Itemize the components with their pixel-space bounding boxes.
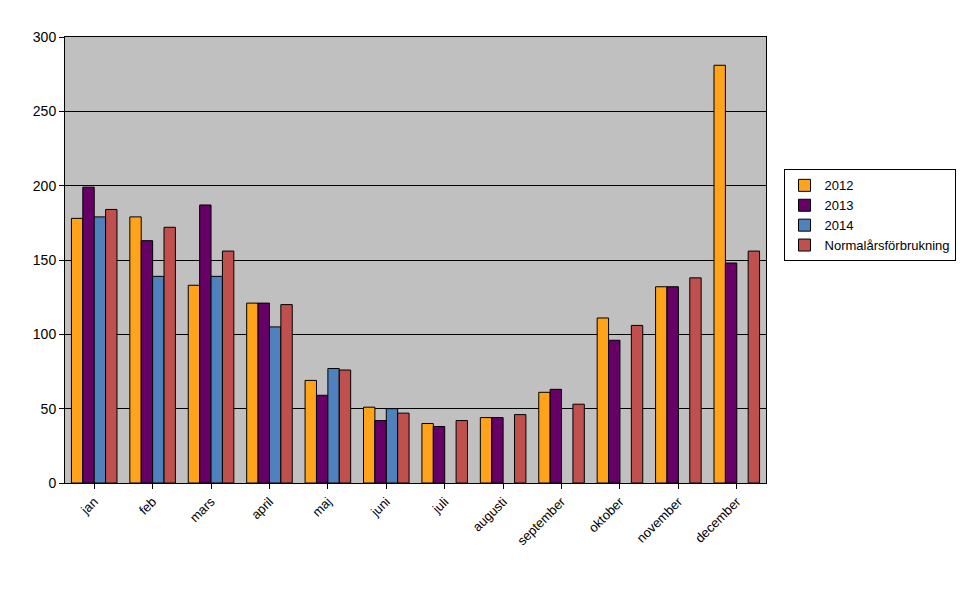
svg-text:250: 250 xyxy=(33,103,57,119)
svg-text:jan: jan xyxy=(77,494,101,518)
svg-text:november: november xyxy=(634,494,686,546)
svg-text:Normalårsförbrukning: Normalårsförbrukning xyxy=(825,238,950,253)
svg-text:april: april xyxy=(248,494,276,522)
svg-text:mars: mars xyxy=(187,494,218,525)
svg-text:200: 200 xyxy=(33,178,57,194)
svg-text:100: 100 xyxy=(33,326,57,342)
svg-text:300: 300 xyxy=(33,29,57,45)
svg-text:2014: 2014 xyxy=(825,218,854,233)
svg-text:feb: feb xyxy=(136,494,159,517)
svg-text:2013: 2013 xyxy=(825,198,854,213)
svg-text:augusti: augusti xyxy=(470,494,510,534)
svg-text:150: 150 xyxy=(33,252,57,268)
svg-text:juni: juni xyxy=(367,494,393,520)
svg-text:oktober: oktober xyxy=(585,494,627,536)
svg-text:50: 50 xyxy=(41,401,57,417)
svg-text:2012: 2012 xyxy=(825,178,854,193)
svg-text:september: september xyxy=(514,494,569,549)
svg-text:december: december xyxy=(692,494,744,546)
svg-text:juli: juli xyxy=(429,494,452,517)
svg-text:maj: maj xyxy=(309,494,334,519)
svg-text:0: 0 xyxy=(48,475,56,491)
